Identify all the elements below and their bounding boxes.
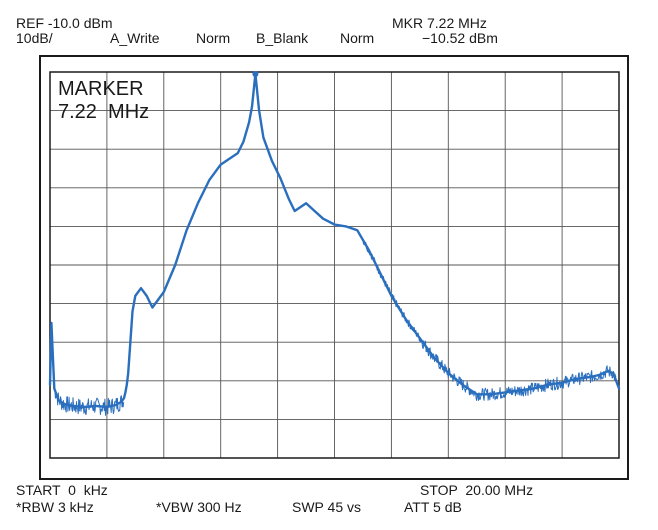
- vbw-label: *VBW 300 Hz: [156, 499, 242, 515]
- spectrum-trace-noise: [54, 239, 617, 416]
- trace-a-mode: Norm: [196, 30, 231, 46]
- sweep-label: SWP 45 vs: [292, 499, 361, 515]
- outer-frame: [39, 55, 629, 480]
- graticule: [50, 72, 619, 458]
- rbw-label: *RBW 3 kHz: [16, 499, 94, 515]
- marker-point: [252, 71, 259, 78]
- trace-b-mode: Norm: [340, 30, 375, 46]
- trace-a-label: A_Write: [110, 30, 160, 46]
- attenuation-label: ATT 5 dB: [404, 499, 462, 515]
- plot-border: [49, 71, 620, 459]
- ref-level-label: REF -10.0 dBm: [16, 15, 113, 31]
- marker-box-title: MARKER: [58, 78, 144, 100]
- marker-level-readout: −10.52 dBm: [422, 30, 498, 46]
- scale-label: 10dB/: [16, 30, 53, 46]
- start-frequency-label: START 0 kHz: [16, 482, 108, 498]
- trace-b-label: B_Blank: [256, 30, 309, 46]
- marker-frequency-readout: MKR 7.22 MHz: [392, 15, 487, 31]
- marker-box-value: 7.22 MHz: [58, 101, 150, 123]
- stop-frequency-label: STOP 20.00 MHz: [420, 482, 534, 498]
